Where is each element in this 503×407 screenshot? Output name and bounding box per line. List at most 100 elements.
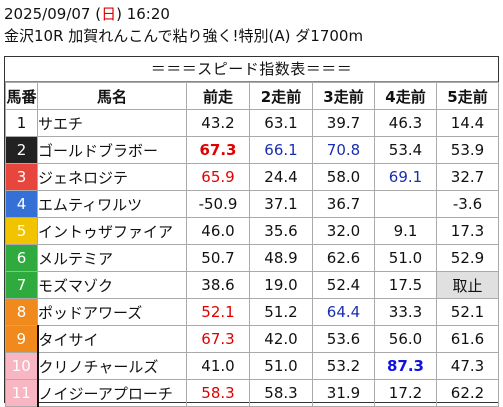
table-row: 6 メルテミア 50.7 48.9 62.6 51.0 52.9 — [5, 244, 499, 272]
score-prev3: 31.9 — [312, 379, 375, 407]
race-header: 2025/09/07 (日) 16:20 金沢10R 加賀れんこんで粘り強く!特… — [4, 4, 363, 47]
score-prev1: 67.3 — [186, 136, 250, 164]
weekday: 日 — [101, 5, 117, 23]
col-header-prev3: 3走前 — [312, 82, 375, 110]
col-header-prev1: 前走 — [186, 82, 250, 110]
score-prev5: 47.3 — [436, 352, 499, 380]
score-prev1: -50.9 — [186, 190, 250, 218]
score-prev2: 51.0 — [249, 352, 313, 380]
score-prev3: 58.0 — [312, 163, 375, 191]
horse-name: ジェネロジテ — [37, 163, 187, 191]
score-prev1: 58.3 — [186, 379, 250, 407]
table-row: 3 ジェネロジテ 65.9 24.4 58.0 69.1 32.7 — [5, 163, 499, 191]
score-prev3: 64.4 — [312, 298, 375, 326]
col-header-prev2: 2走前 — [249, 82, 313, 110]
score-prev1: 46.0 — [186, 217, 250, 245]
horse-number: 2 — [5, 136, 38, 164]
speed-index-table: 馬番 馬名 前走 2走前 3走前 4走前 5走前 1 サエチ 43.2 63.1… — [5, 82, 499, 407]
score-prev5-cancelled: 取止 — [436, 271, 499, 299]
col-header-name: 馬名 — [37, 82, 187, 110]
horse-name: ゴールドブラボー — [37, 136, 187, 164]
horse-number: 4 — [5, 190, 38, 218]
score-prev5: -3.6 — [436, 190, 499, 218]
horse-name: メルテミア — [37, 244, 187, 272]
score-prev1: 41.0 — [186, 352, 250, 380]
score-prev5: 61.6 — [436, 325, 499, 353]
score-prev2: 35.6 — [249, 217, 313, 245]
table-row: 2 ゴールドブラボー 67.3 66.1 70.8 53.4 53.9 — [5, 136, 499, 164]
horse-name: タイサイ — [36, 325, 187, 353]
score-prev2: 63.1 — [249, 109, 313, 137]
horse-number: 1 — [5, 109, 38, 137]
score-prev4: 33.3 — [374, 298, 437, 326]
score-prev3: 62.6 — [312, 244, 375, 272]
score-prev4: 17.5 — [374, 271, 437, 299]
race-title: 金沢10R 加賀れんこんで粘り強く!特別(A) ダ1700m — [4, 27, 364, 45]
horse-name: イントゥザファイア — [37, 217, 187, 245]
horse-name: ポッドアワーズ — [37, 298, 187, 326]
horse-name: ノイジーアプローチ — [36, 379, 187, 407]
table-row: 4 エムティワルツ -50.9 37.1 36.7 -3.6 — [5, 190, 499, 218]
horse-number: 3 — [5, 163, 38, 191]
speed-index-panel: ＝＝＝スピード指数表＝＝＝ 馬番 馬名 前走 2走前 3走前 4走前 5走前 1… — [4, 56, 499, 407]
horse-name: サエチ — [37, 109, 187, 137]
horse-number: 7 — [5, 271, 38, 299]
score-prev4: 46.3 — [374, 109, 437, 137]
date-suffix: ) 16:20 — [116, 5, 170, 23]
score-prev1: 38.6 — [186, 271, 250, 299]
score-prev3: 53.6 — [312, 325, 375, 353]
score-prev4: 17.2 — [374, 379, 437, 407]
score-prev4: 56.0 — [374, 325, 437, 353]
score-prev2: 42.0 — [249, 325, 313, 353]
horse-name: モズマゾク — [37, 271, 187, 299]
score-prev4: 51.0 — [374, 244, 437, 272]
score-prev1: 50.7 — [186, 244, 250, 272]
score-prev1: 67.3 — [186, 325, 250, 353]
table-row: 1 サエチ 43.2 63.1 39.7 46.3 14.4 — [5, 109, 499, 137]
score-prev1: 65.9 — [186, 163, 250, 191]
score-prev2: 58.3 — [249, 379, 313, 407]
score-prev5: 53.9 — [436, 136, 499, 164]
col-header-prev5: 5走前 — [436, 82, 499, 110]
score-prev2: 48.9 — [249, 244, 313, 272]
score-prev5: 14.4 — [436, 109, 499, 137]
table-row: 5 イントゥザファイア 46.0 35.6 32.0 9.1 17.3 — [5, 217, 499, 245]
horse-number: 5 — [5, 217, 38, 245]
horse-number: 6 — [5, 244, 38, 272]
table-subtitle: ＝＝＝スピード指数表＝＝＝ — [5, 57, 498, 82]
score-prev3: 52.4 — [312, 271, 375, 299]
horse-name: エムティワルツ — [37, 190, 187, 218]
score-prev3: 39.7 — [312, 109, 375, 137]
col-header-num: 馬番 — [5, 82, 38, 110]
score-prev4: 9.1 — [374, 217, 437, 245]
table-row: 10 クリノチャールズ 41.0 51.0 53.2 87.3 47.3 — [5, 352, 499, 380]
score-prev4: 53.4 — [374, 136, 437, 164]
horse-number: 8 — [5, 298, 38, 326]
score-prev2: 24.4 — [249, 163, 313, 191]
table-header-row: 馬番 馬名 前走 2走前 3走前 4走前 5走前 — [5, 82, 499, 110]
horse-number: 10 — [5, 352, 38, 380]
score-prev3: 32.0 — [312, 217, 375, 245]
score-prev4: 69.1 — [374, 163, 437, 191]
score-prev2: 19.0 — [249, 271, 313, 299]
date-prefix: 2025/09/07 ( — [4, 5, 102, 23]
score-prev5: 17.3 — [436, 217, 499, 245]
score-prev2: 37.1 — [249, 190, 313, 218]
table-row: 11 ノイジーアプローチ 58.3 58.3 31.9 17.2 62.2 — [5, 379, 499, 407]
col-header-prev4: 4走前 — [374, 82, 437, 110]
score-prev4: 87.3 — [374, 352, 437, 380]
score-prev3: 70.8 — [312, 136, 375, 164]
horse-number: 11 — [5, 379, 38, 407]
score-prev3: 36.7 — [312, 190, 375, 218]
horse-name: クリノチャールズ — [36, 352, 187, 380]
table-row: 7 モズマゾク 38.6 19.0 52.4 17.5 取止 — [5, 271, 499, 299]
score-prev3: 53.2 — [312, 352, 375, 380]
race-datetime: 2025/09/07 (日) 16:20 — [4, 4, 363, 24]
table-row: 8 ポッドアワーズ 52.1 51.2 64.4 33.3 52.1 — [5, 298, 499, 326]
score-prev2: 51.2 — [249, 298, 313, 326]
score-prev5: 52.1 — [436, 298, 499, 326]
horse-number: 9 — [5, 325, 38, 353]
score-prev2: 66.1 — [249, 136, 313, 164]
score-prev5: 32.7 — [436, 163, 499, 191]
score-prev4 — [374, 190, 437, 218]
